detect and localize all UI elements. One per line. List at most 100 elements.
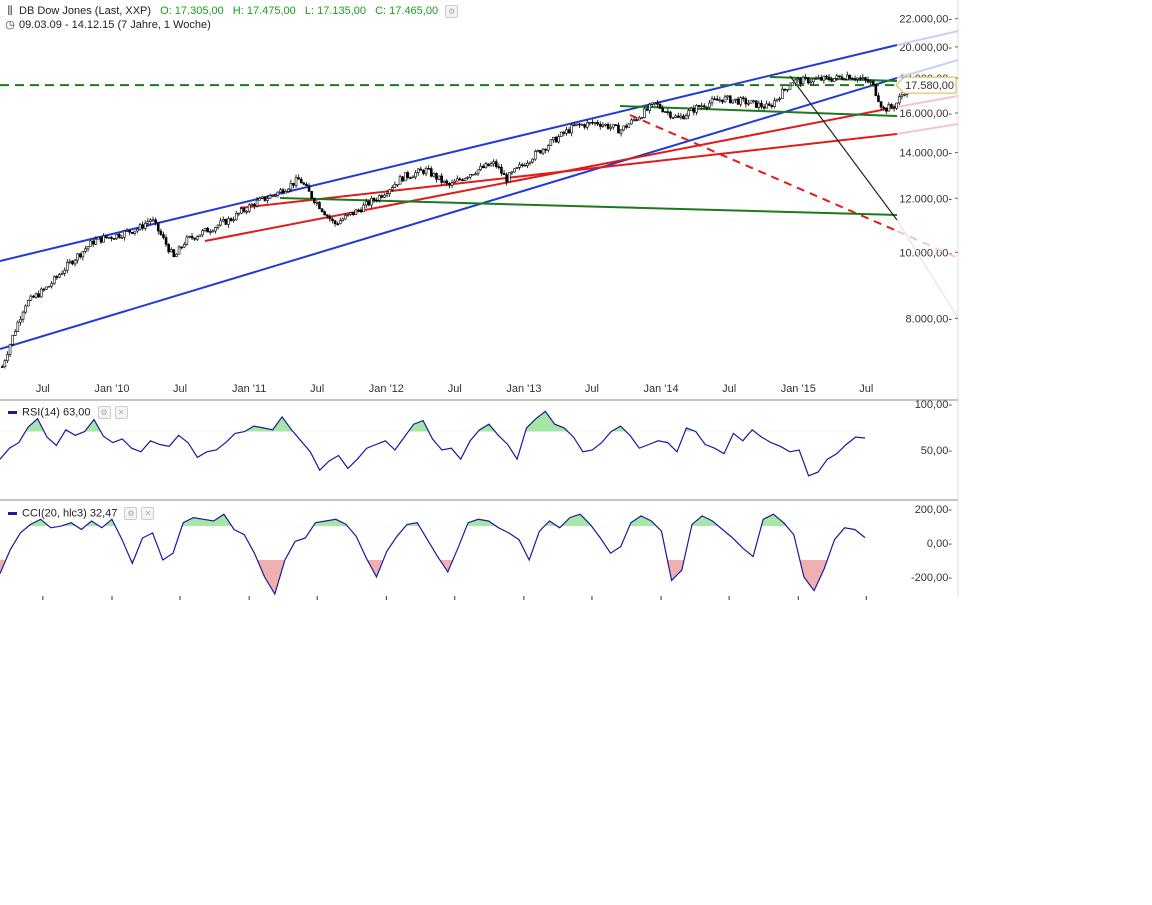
candle-body xyxy=(658,103,662,109)
candle-body xyxy=(739,97,742,105)
candle-body xyxy=(515,166,519,170)
candle-body xyxy=(0,366,4,368)
candle-body xyxy=(229,218,233,221)
candle-body xyxy=(455,178,459,182)
candle-body xyxy=(468,174,472,178)
candle-body xyxy=(227,218,230,225)
candle-body xyxy=(471,173,475,176)
candle-body xyxy=(887,104,891,112)
candle-body xyxy=(263,196,267,201)
close-icon[interactable]: ✕ xyxy=(114,406,128,419)
candle-body xyxy=(502,173,506,175)
candle-body xyxy=(273,195,277,197)
candle-body xyxy=(611,124,615,128)
candle-body xyxy=(117,233,121,238)
channel-upper-line xyxy=(0,44,898,262)
cci-y-tick-label: -200,00- xyxy=(911,572,952,584)
cci-overbought-fill xyxy=(28,514,787,527)
candle-body xyxy=(570,124,573,134)
candle-body xyxy=(617,124,620,134)
candle-body xyxy=(50,283,53,287)
candle-body xyxy=(307,185,311,192)
candle-body xyxy=(773,100,776,108)
candle-body xyxy=(167,244,170,253)
candle-body xyxy=(713,98,716,101)
green-trend-lower xyxy=(279,197,898,216)
candle-body xyxy=(572,124,576,127)
candle-body xyxy=(177,246,181,255)
cci-value: 32,47 xyxy=(89,507,118,520)
candle-body xyxy=(445,180,449,184)
candle-body xyxy=(765,103,768,109)
green-trend-middle xyxy=(619,105,898,117)
candle-body xyxy=(154,219,157,223)
candle-body xyxy=(76,253,79,261)
candle-body xyxy=(762,106,766,109)
candle-body xyxy=(848,74,852,79)
candle-body xyxy=(697,105,701,107)
candle-body xyxy=(385,193,389,196)
candle-body xyxy=(450,182,454,186)
candle-body xyxy=(320,208,324,212)
candle-body xyxy=(510,171,514,174)
cci-swatch xyxy=(8,512,17,515)
candle-body xyxy=(6,354,9,362)
candle-body xyxy=(767,103,771,106)
gear-icon[interactable]: ⚙ xyxy=(124,507,138,520)
y-tick-label: 10.000,00- xyxy=(899,247,952,259)
candle-body xyxy=(354,209,358,215)
candle-body xyxy=(164,237,168,245)
candle-body xyxy=(554,136,558,143)
candle-body xyxy=(11,335,14,345)
candle-body xyxy=(796,78,800,81)
red-trend-upper-ext xyxy=(896,95,959,108)
candle-body xyxy=(858,77,862,80)
candle-body xyxy=(318,202,321,210)
candle-body xyxy=(26,300,30,307)
gear-icon[interactable]: ⚙ xyxy=(97,406,111,419)
candle-body xyxy=(778,98,781,101)
candle-body xyxy=(221,218,225,222)
candle-body xyxy=(372,198,376,201)
candle-body xyxy=(107,236,111,239)
close-icon[interactable]: ✕ xyxy=(141,507,155,520)
candle-body xyxy=(461,179,464,181)
candle-body xyxy=(414,172,417,178)
candle-body xyxy=(544,148,547,151)
candle-body xyxy=(224,218,228,225)
candle-body xyxy=(110,236,113,239)
gear-icon[interactable]: ⚙ xyxy=(445,4,459,18)
candle-body xyxy=(359,209,363,213)
candle-body xyxy=(8,344,12,355)
candle-body xyxy=(21,311,25,320)
candle-body xyxy=(692,107,696,113)
candle-body xyxy=(557,136,560,143)
candle-body xyxy=(29,295,33,301)
candle-body xyxy=(484,163,488,169)
red-dashed-trend-ext xyxy=(896,230,959,259)
candle-body xyxy=(890,104,893,108)
candle-body xyxy=(838,75,841,78)
candle-body xyxy=(822,75,826,81)
candle-body xyxy=(835,75,839,79)
candle-body xyxy=(653,102,657,105)
rsi-line xyxy=(0,410,866,477)
candle-body xyxy=(63,269,66,274)
candle-body xyxy=(588,121,592,124)
candle-body xyxy=(817,77,820,79)
candlestick-icon: ⫼ xyxy=(7,5,13,17)
candle-body xyxy=(682,115,685,120)
chart-area: 22.000,00-20.000,00-18.000,00-16.000,00-… xyxy=(0,0,959,600)
candle-body xyxy=(255,199,259,207)
candle-body xyxy=(94,238,98,245)
candle-body xyxy=(536,150,540,152)
cci-label-group: CCI(20, hlc3) 32,47 ⚙ ✕ xyxy=(8,507,155,520)
candle-body xyxy=(440,175,443,183)
candle-body xyxy=(393,184,397,188)
candle-body xyxy=(409,177,412,179)
candle-body xyxy=(260,196,264,199)
candle-body xyxy=(705,106,709,109)
candle-body xyxy=(133,230,137,234)
candle-body xyxy=(533,151,537,160)
candle-body xyxy=(851,77,854,80)
